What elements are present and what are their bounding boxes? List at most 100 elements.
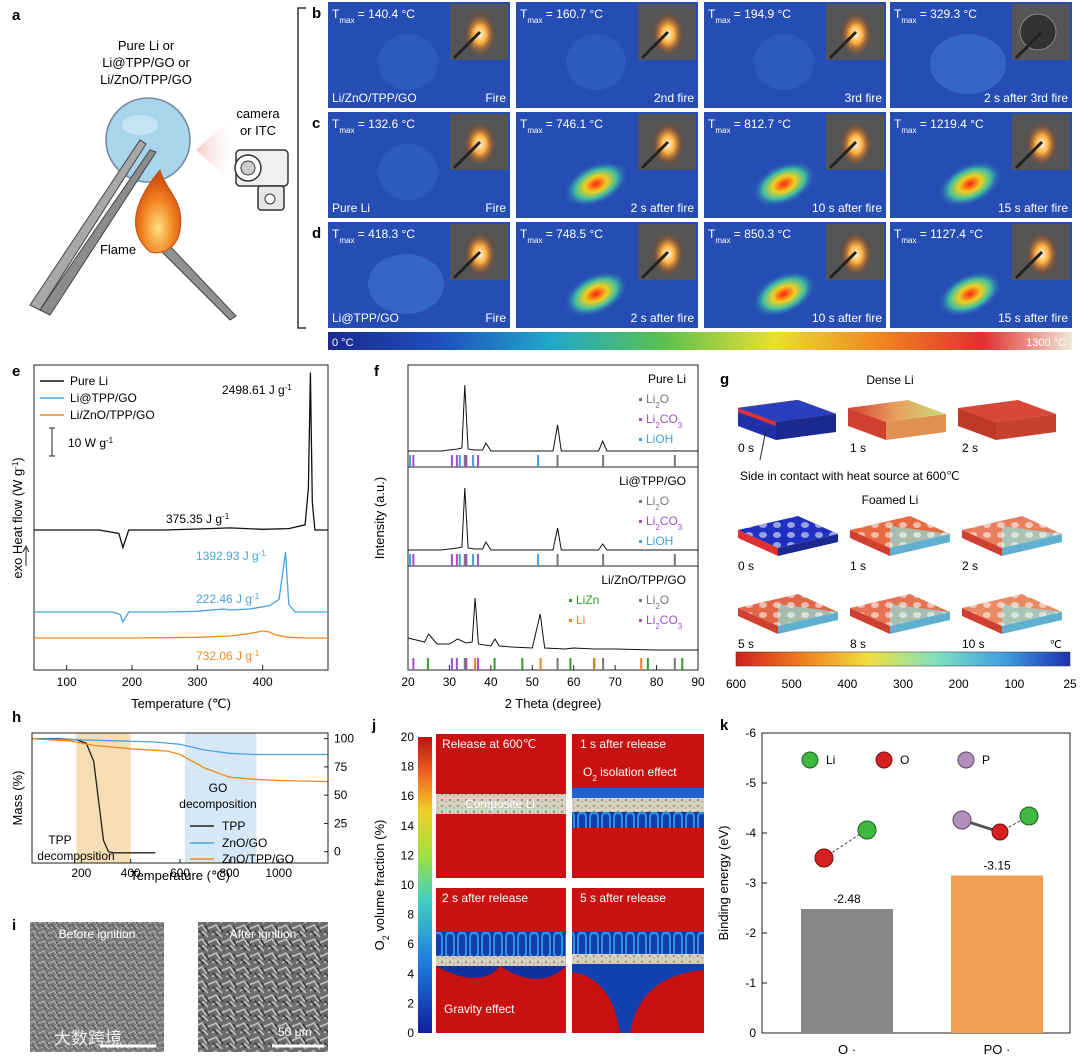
j-frame-release: Release at 600℃ Composite Li [436,734,566,878]
legend-label-zno-tpp-go: ZnO/TPP/GO [222,852,294,866]
dsc-curve-liznotppgo [34,630,328,639]
panel-a-camera-label-1: camera [236,106,280,121]
frame-caption: 15 s after fire [998,311,1068,325]
panel-a-flame-label: Flame [100,242,136,257]
dsc-curve-pureli [34,372,328,550]
j-scale-tick-label: 10 [401,878,415,892]
panel-f-axes-frame [407,364,699,671]
f-legend-label: Li2O [646,494,669,512]
sample-name: Pure Li [332,201,370,215]
panel-h-plot: 200 400 600 800 1000 0 25 50 75 100 [31,732,354,880]
h-y-tick-label: 75 [334,760,348,774]
thermal-frame-d-2: Tmax = 748.5 °C 2 s after fire [516,222,698,328]
g-scale-tick-label: 500 [782,677,802,691]
legend-label-li-zno-tpp-go: Li/ZnO/TPP/GO [70,408,155,422]
sem-after-scale-label: 50 μm [278,1025,312,1039]
f-x-tick-label: 20 [401,675,415,689]
h-y-tick-label: 0 [334,845,341,859]
exo-arrow-head [22,544,30,553]
dense-li-title: Dense Li [866,373,913,387]
f-legend-marker [639,398,642,401]
e-x-tick-label: 100 [57,675,77,689]
dense-li-block-1s [848,400,946,440]
sem-before-ignition [30,922,164,1052]
frame-caption: 2 s after fire [631,311,695,325]
tweezers-left [39,149,157,316]
foam-pores [962,594,1062,626]
enthalpy-label-li-zno-tpp-go: 732.06 J g-1 [196,649,260,664]
dsc-curve-litppgo [34,551,328,624]
foamed-block-1s: 1 s [850,516,950,573]
gravity-effect-label: Gravity effect [444,1002,515,1016]
f-legend-label: Li2O [646,593,669,611]
panel-f: f 20 30 40 50 60 70 80 90 Pure Li Li2O Li2CO3 LiOH L… [372,363,705,711]
k-y-tick-label: -6 [745,726,756,740]
thermal-frame-c-4: Tmax = 1219.4 °C 15 s after fire [890,112,1072,218]
panel-g: g Dense Li 0 s 1 s 2 s Side in contact w… [720,371,1077,691]
inset-tweezers [828,140,858,170]
g-scale-tick-label: 600 [726,677,746,691]
k-y-tick-label: 0 [749,1026,756,1040]
dense-time-1s: 1 s [850,441,866,455]
thermal-sample-spot [378,144,438,200]
dense-li-block-0s [737,399,837,440]
panel-f-letter: f [374,363,380,380]
panel-h-letter: h [12,709,21,726]
thermal-scale-max: 1300 °C [1026,337,1066,349]
dense-time-0s: 0 s [738,441,754,455]
legend-label-pure-li: Pure Li [70,374,108,388]
g-scale-tick-label: 100 [1004,677,1024,691]
foam-side-hot [850,608,890,634]
frame-caption: 10 s after fire [812,311,882,325]
foam-side [890,612,950,634]
frame-caption: 2nd fire [654,91,694,105]
panel-e-letter: e [12,363,20,380]
h-y-tick-label: 50 [334,788,348,802]
thermal-hot-spot [564,270,628,318]
foamed-time-label: 5 s [738,637,754,651]
j-color-scale [418,737,432,1033]
f-legend-label: Li [576,613,585,627]
tweezers-right [29,139,147,311]
sem-after-ignition [198,922,328,1052]
foamed-time-label: 1 s [850,559,866,573]
f-legend-marker [639,619,642,622]
panel-c-letter: c [312,115,320,132]
camera-icon [234,149,289,211]
g-scale-tick-label: 400 [837,677,857,691]
f-x-tick-label: 40 [484,675,498,689]
f-legend-label: Li2CO3 [646,412,683,430]
li-po-molecule-icon [952,806,1039,841]
legend-label-zno-go: ZnO/GO [222,836,267,850]
panel-a-sample-label-1: Pure Li or [118,38,175,53]
heat-flow-scale-label: 10 W g-1 [68,436,114,451]
g-scale-ticks: 600 500 400 300 200 100 25 [726,677,1077,691]
panel-f-x-axis-label: 2 Theta (degree) [505,696,602,711]
flame-glow-icon [652,10,684,54]
e-x-tick-label: 200 [122,675,142,689]
tmax-label: Tmax = 748.5 °C [520,227,603,245]
k-bar-value-label: -2.48 [833,892,861,906]
enthalpy-label-li-tpp-go-small: 222.46 J g-1 [196,592,260,607]
j-frame-2s: 2 s after release Gravity effect [436,888,566,1033]
tmax-label: Tmax = 329.3 °C [894,7,977,25]
j-scale-tick-label: 2 [407,996,414,1010]
thermal-scale-min: 0 °C [332,337,354,349]
j-frame-2-label: 1 s after release [580,737,666,751]
h-x-tick-label: 800 [219,866,239,880]
panel-g-letter: g [720,371,729,388]
k-y-tick-label: -1 [745,976,756,990]
frame-caption: Fire [485,311,506,325]
panel-h: h 200 400 600 800 1000 0 25 50 75 100 Temperature… [10,709,354,883]
j-scale-tick-label: 14 [401,819,415,833]
f-section-title: Pure Li [648,372,686,386]
thermal-frame-d-3: Tmax = 850.3 °C10 s after fire [704,222,886,328]
panel-a-letter: a [12,7,21,24]
j-scale-tick-label: 16 [401,789,415,803]
thermal-sample-spot [378,34,438,90]
f-legend-marker [639,599,642,602]
inset-tweezers [1014,250,1044,280]
